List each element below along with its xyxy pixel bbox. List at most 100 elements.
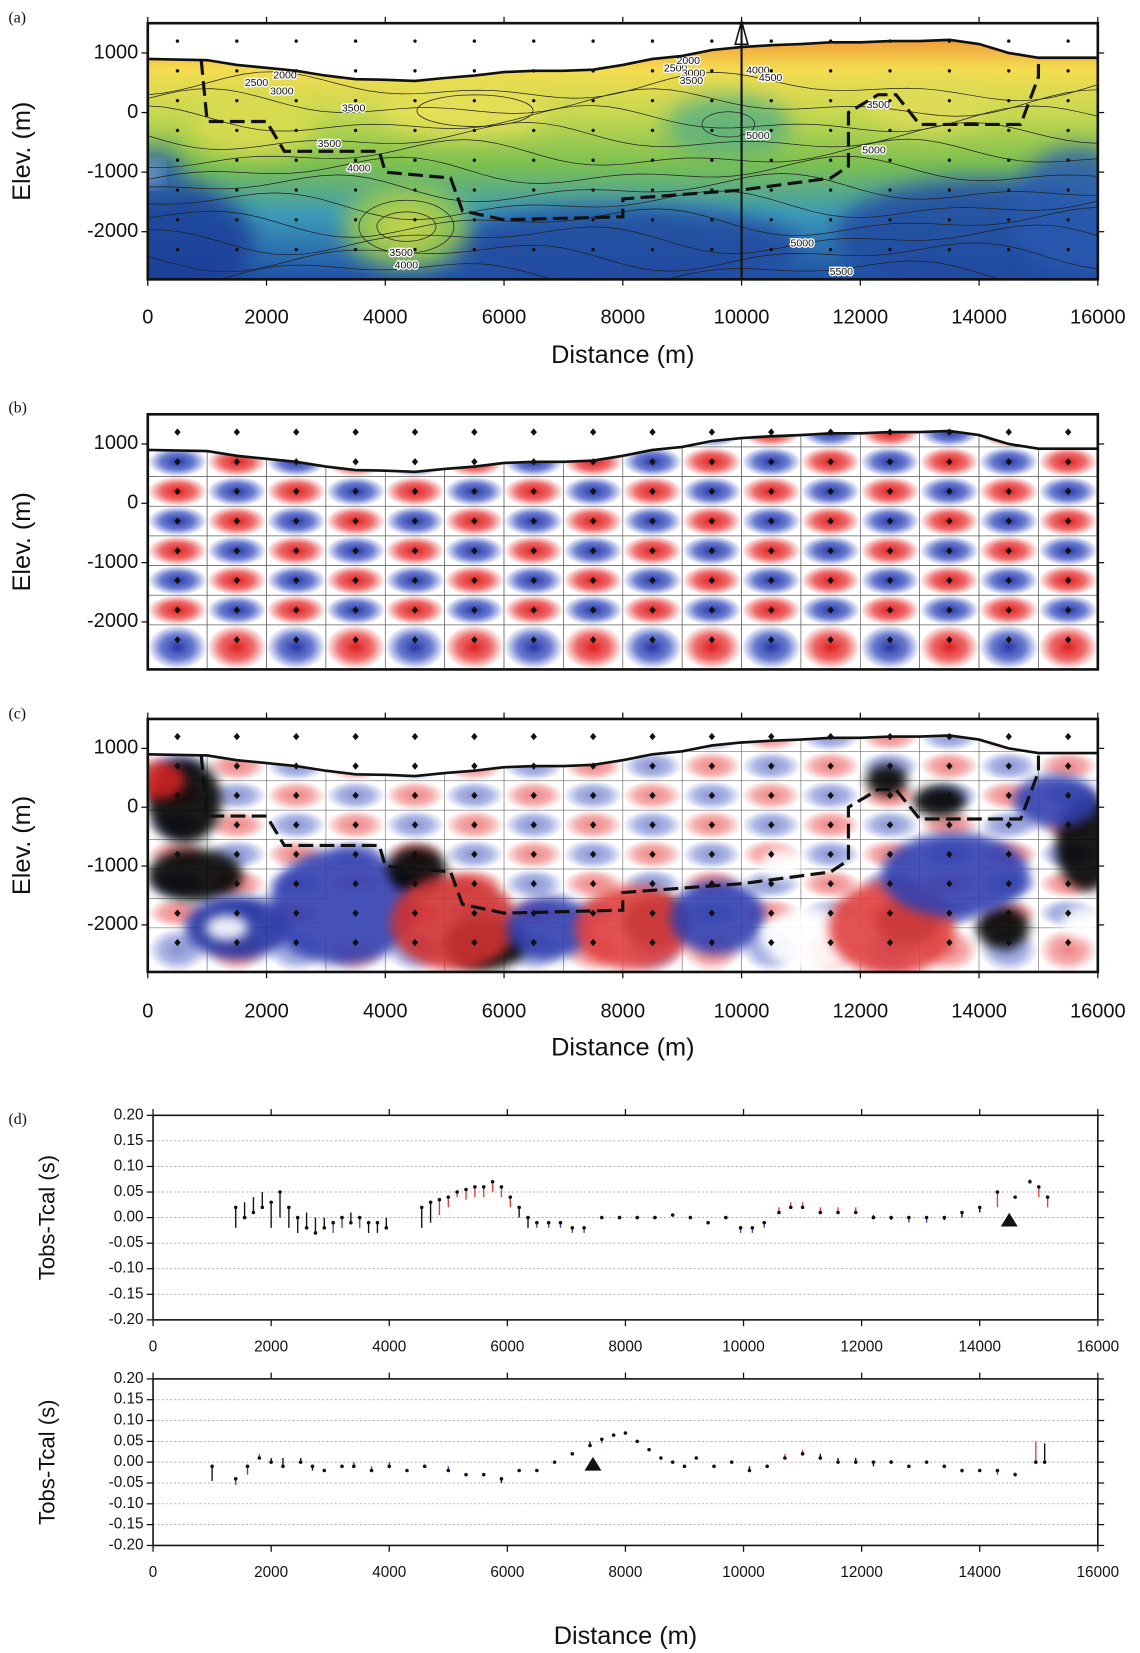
node — [768, 938, 775, 947]
recovery-anomaly — [205, 915, 249, 941]
checker-cell — [384, 624, 445, 670]
node — [352, 458, 359, 466]
checker-cell — [919, 624, 980, 670]
residual-point — [340, 1215, 344, 1220]
x-tick-label: 0 — [142, 1000, 153, 1022]
node — [233, 880, 241, 888]
node — [411, 938, 419, 947]
y-tick-label: 0.10 — [114, 1158, 144, 1175]
x-tick-label: 14000 — [958, 1564, 1001, 1581]
node — [293, 732, 300, 741]
node — [175, 98, 180, 103]
recovery-anomaly — [976, 906, 1030, 949]
node — [530, 487, 537, 496]
residual-point — [818, 1210, 823, 1215]
residual-point — [777, 1210, 781, 1215]
contour-label: 3500 — [342, 102, 366, 114]
node — [413, 218, 417, 222]
node — [1007, 98, 1011, 103]
y-tick-label: -2000 — [87, 913, 138, 935]
node — [471, 458, 478, 466]
node — [886, 850, 894, 858]
y-tick-label: -0.20 — [109, 1536, 144, 1553]
y-tick-label: 0.05 — [114, 1183, 144, 1200]
residual-point — [298, 1460, 303, 1464]
recovery-anomaly — [865, 765, 908, 795]
node — [1066, 218, 1070, 222]
node — [1066, 69, 1070, 73]
node — [1066, 128, 1070, 133]
residual-point — [499, 1185, 504, 1189]
checker-cell — [266, 624, 327, 670]
checker-cell — [444, 624, 505, 670]
node — [591, 158, 595, 162]
checker-cell — [1038, 505, 1098, 537]
y-tick-label: 0 — [127, 492, 138, 514]
node — [411, 850, 419, 858]
node — [769, 69, 773, 73]
node — [411, 880, 419, 888]
residual-point — [473, 1185, 477, 1189]
node — [768, 428, 775, 436]
node — [293, 487, 300, 496]
contour-label: 5500 — [830, 266, 854, 278]
node — [235, 188, 239, 192]
residual-point — [481, 1185, 486, 1189]
node — [530, 791, 537, 800]
node — [293, 850, 300, 858]
x-tick-label: 12000 — [840, 1338, 883, 1355]
node — [591, 98, 595, 103]
y-tick-label: 0.15 — [114, 1132, 144, 1149]
node — [175, 69, 180, 73]
node — [174, 487, 181, 496]
residual-point — [233, 1205, 238, 1210]
node — [411, 428, 419, 436]
node — [471, 821, 478, 829]
checker-cell — [859, 624, 921, 670]
ground-field — [147, 735, 1098, 972]
y-tick-label: 0.00 — [114, 1453, 144, 1470]
node — [650, 98, 655, 103]
node — [235, 69, 239, 73]
node — [769, 247, 773, 252]
node — [886, 909, 894, 917]
recovery-anomaly — [147, 761, 185, 800]
node — [1005, 428, 1012, 436]
node — [591, 218, 595, 222]
node — [828, 158, 833, 162]
node — [174, 850, 181, 858]
node — [768, 636, 775, 644]
residual-point — [552, 1460, 557, 1464]
node — [233, 547, 241, 555]
residual-point — [600, 1215, 604, 1220]
node — [886, 880, 894, 888]
node — [1005, 487, 1012, 496]
node — [471, 428, 478, 436]
well-symbol — [734, 18, 749, 46]
residual-point — [517, 1468, 521, 1473]
node — [768, 880, 775, 888]
node — [413, 247, 417, 252]
residual-point — [1042, 1460, 1047, 1464]
node — [650, 218, 655, 222]
x-tick-label: 12000 — [832, 307, 888, 329]
contour-label: 5000 — [746, 130, 770, 142]
node — [1005, 576, 1012, 585]
y-tick-label: 0.20 — [114, 1106, 144, 1123]
node — [591, 128, 595, 133]
node — [768, 850, 775, 858]
node — [174, 576, 181, 585]
node — [769, 128, 773, 133]
residual-point — [405, 1468, 409, 1473]
node — [174, 821, 181, 829]
contour-ring — [376, 211, 437, 242]
node — [649, 791, 656, 800]
node — [947, 188, 952, 192]
residual-point — [1013, 1472, 1017, 1477]
node — [293, 576, 300, 585]
node — [947, 98, 952, 103]
node — [174, 606, 181, 614]
residual-point — [924, 1460, 929, 1464]
node — [235, 98, 239, 103]
node — [530, 880, 537, 888]
